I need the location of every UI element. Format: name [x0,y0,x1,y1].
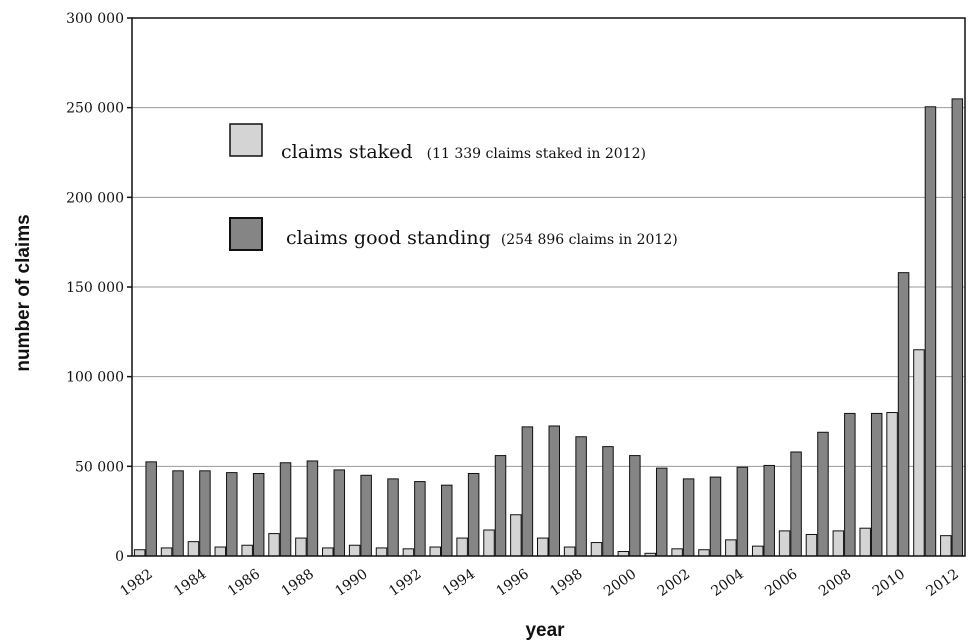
bar-good-standing-2006 [791,452,802,556]
bar-staked-1983 [161,548,172,556]
bar-good-standing-1990 [361,475,372,556]
bar-staked-1986 [242,545,253,556]
y-tick-label-5: 250 000 [66,101,124,117]
bar-good-standing-1986 [253,474,264,556]
bar-good-standing-2007 [818,432,829,556]
bar-staked-1982 [134,550,145,556]
bar-good-standing-1996 [522,427,533,556]
x-tick-label-1996: 1996 [494,566,532,600]
bar-staked-1988 [296,538,307,556]
bar-staked-1995 [484,530,495,556]
legend-name-claims-staked: claims staked [281,141,413,163]
bar-good-standing-2002 [683,479,694,556]
bar-good-standing-1985 [227,473,238,556]
bar-staked-2005 [752,546,763,556]
bar-good-standing-2010 [898,273,909,556]
bar-staked-2003 [699,550,710,556]
legend-name-claims-good-standing: claims good standing [286,227,491,249]
bar-good-standing-2003 [710,477,721,556]
bar-staked-1993 [430,547,441,556]
bar-good-standing-1991 [388,479,399,556]
x-tick-label-1992: 1992 [386,566,424,600]
legend-note-claims-good-standing: (254 896 claims in 2012) [501,232,678,248]
bar-staked-1997 [538,538,549,556]
legend-note-claims-staked: (11 339 claims staked in 2012) [427,146,646,162]
bar-good-standing-2008 [845,413,856,556]
y-tick-label-1: 50 000 [75,459,124,475]
legend-label-claims-good-standing: claims good standing (254 896 claims in … [286,227,678,249]
bars [134,99,962,556]
x-tick-label-1984: 1984 [171,566,209,600]
bar-staked-2008 [833,531,844,556]
bar-staked-2007 [806,534,817,556]
bar-staked-1990 [349,545,360,556]
x-tick-label-2010: 2010 [870,566,908,600]
bar-staked-1994 [457,538,468,556]
x-tick-label-1998: 1998 [547,566,585,600]
y-tick-label-0: 0 [115,549,124,565]
bar-good-standing-2012 [952,99,963,556]
x-tick-label-1990: 1990 [332,566,370,600]
bar-staked-1992 [403,549,414,556]
x-tick-label-2002: 2002 [655,566,693,600]
bar-good-standing-1983 [173,471,184,556]
bar-staked-2010 [887,413,898,556]
bar-good-standing-1988 [307,461,318,556]
bar-staked-2012 [941,536,952,556]
bar-good-standing-1984 [200,471,211,556]
x-tick-label-2004: 2004 [709,566,747,600]
x-tick-label-2008: 2008 [816,566,854,600]
x-tick-label-1982: 1982 [117,566,155,600]
bar-good-standing-1995 [495,456,506,556]
bar-staked-2006 [779,531,790,556]
y-tick-label-4: 200 000 [66,190,124,206]
y-tick-label-6: 300 000 [66,11,124,27]
bar-staked-2009 [860,528,871,556]
bar-good-standing-1993 [442,485,453,556]
x-tick-label-2012: 2012 [923,566,961,600]
y-axis-title: number of claims [13,214,34,371]
bar-staked-1987 [269,534,280,556]
bar-good-standing-1997 [549,426,560,556]
bar-good-standing-1999 [603,447,614,556]
bar-staked-1998 [564,547,575,556]
x-tick-label-2000: 2000 [601,566,639,600]
legend-label-claims-staked: claims staked (11 339 claims staked in 2… [281,141,646,163]
bar-staked-1991 [376,548,387,556]
bar-good-standing-1987 [280,463,291,556]
x-tick-label-1988: 1988 [279,566,317,600]
bar-staked-2004 [726,540,737,556]
bar-good-standing-1982 [146,462,157,556]
bar-good-standing-1998 [576,437,587,556]
legend-swatch-claims-good-standing [230,218,262,250]
bar-good-standing-2001 [656,468,667,556]
legend: claims staked (11 339 claims staked in 2… [230,124,678,250]
bar-staked-1984 [188,542,199,556]
bar-staked-1989 [323,548,334,556]
x-tick-label-2006: 2006 [762,566,800,600]
bar-staked-1999 [591,543,602,556]
bar-good-standing-2004 [737,467,748,556]
bar-staked-2011 [914,350,925,556]
x-tick-label-1994: 1994 [440,566,478,600]
bar-good-standing-1992 [415,482,426,556]
bar-staked-2002 [672,549,683,556]
y-tick-label-2: 100 000 [66,370,124,386]
x-tick-label-1986: 1986 [225,566,263,600]
bar-good-standing-1989 [334,470,345,556]
bar-staked-1996 [511,515,522,556]
y-tick-labels: 0 50 000 100 000 150 000 200 000 250 000 300 0… [66,11,124,565]
y-tick-label-3: 150 000 [66,280,124,296]
x-tick-labels: 1982 1984 1986 1988 1990 1992 1994 1996 1998 2000… [117,566,962,600]
bar-good-standing-2005 [764,465,775,556]
legend-swatch-claims-staked [230,124,262,156]
x-axis-title: year [525,620,565,641]
bar-good-standing-2011 [925,107,936,556]
bar-good-standing-1994 [468,474,479,556]
bar-good-standing-2000 [630,456,641,556]
bar-staked-1985 [215,547,226,556]
bar-good-standing-2009 [871,413,882,556]
